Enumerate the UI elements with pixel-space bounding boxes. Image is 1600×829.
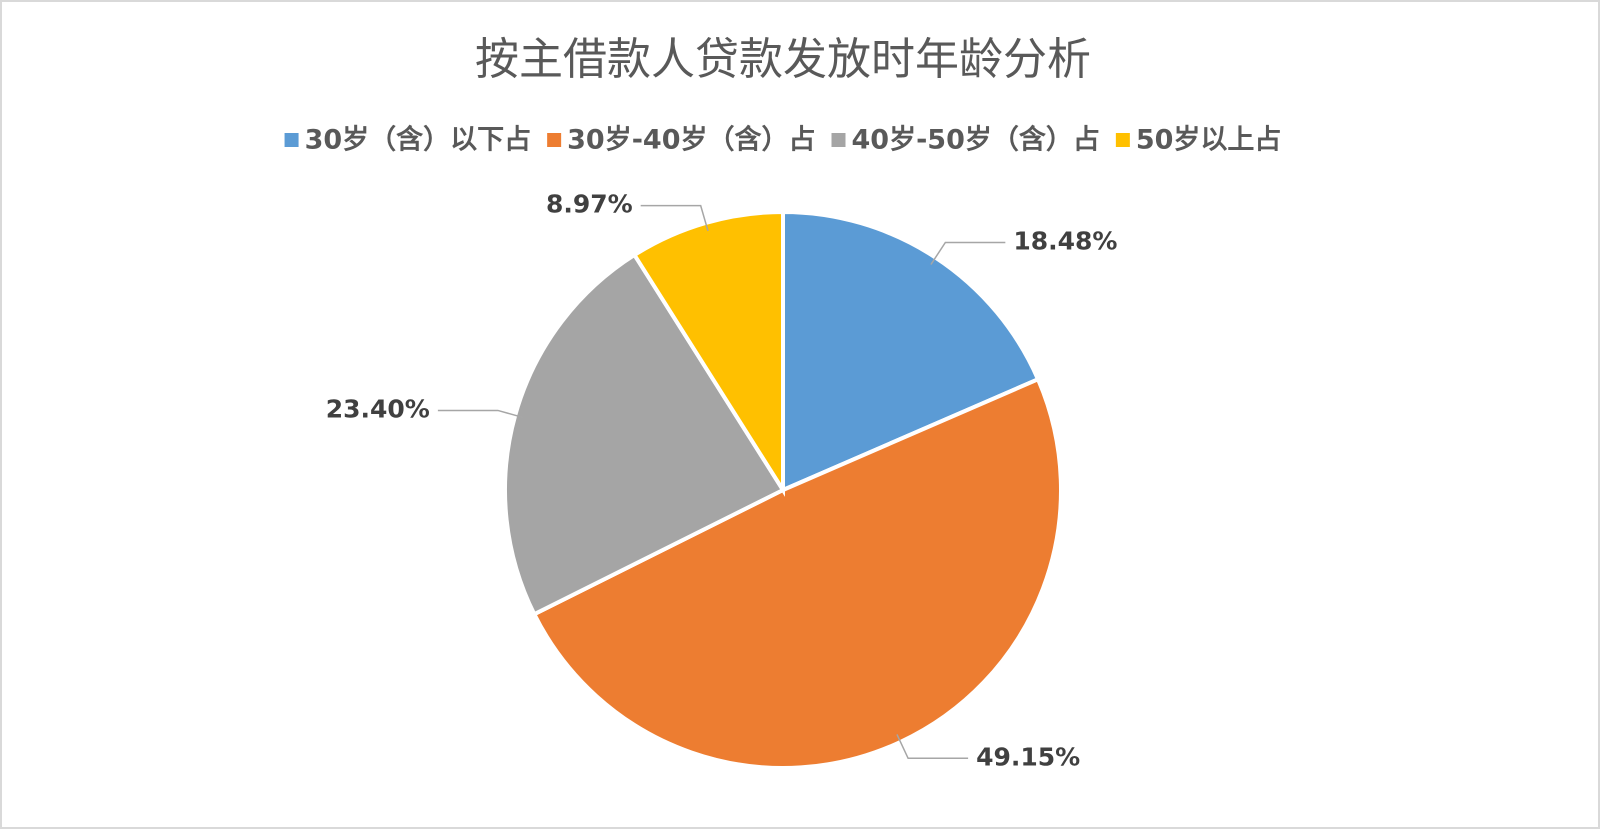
leader-line xyxy=(437,409,524,419)
leader-line xyxy=(896,734,969,760)
leader-line xyxy=(640,204,709,232)
data-label: 23.40% xyxy=(326,394,430,423)
legend-label: 50岁以上占 xyxy=(1136,125,1282,156)
legend-swatch xyxy=(547,133,562,147)
legend-swatch xyxy=(831,133,846,147)
legend-label: 30岁（含）以下占 xyxy=(305,124,532,156)
chart-title: 按主借款人贷款发放时年龄分析 xyxy=(475,34,1091,85)
legend-label: 30岁-40岁（含）占 xyxy=(567,124,815,156)
legend-swatch xyxy=(1115,133,1130,147)
data-label: 8.97% xyxy=(546,190,633,219)
legend-swatch xyxy=(284,133,299,147)
legend-label: 40岁-50岁（含）占 xyxy=(852,124,1100,156)
data-label: 18.48% xyxy=(1013,226,1117,255)
data-label: 49.15% xyxy=(976,742,1080,771)
leader-line xyxy=(930,241,1006,265)
